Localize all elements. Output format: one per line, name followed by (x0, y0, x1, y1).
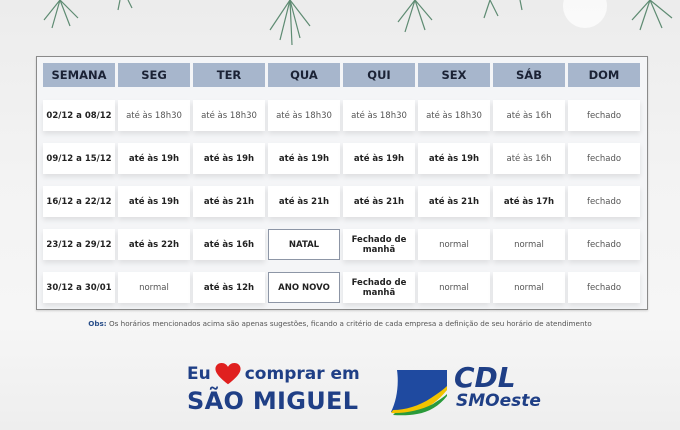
hours-cell: normal (418, 229, 490, 260)
hours-cell: fechado (568, 272, 640, 303)
hours-cell: até às 18h30 (343, 100, 415, 131)
schedule-table: SEMANA SEG TER QUA QUI SEX SÁB DOM 02/12… (43, 63, 640, 315)
header-sab: SÁB (493, 63, 565, 87)
week-cell: 16/12 a 22/12 (43, 186, 115, 217)
header-sex: SEX (418, 63, 490, 87)
hours-cell: até às 18h30 (418, 100, 490, 131)
pine-branches-decoration (43, 0, 673, 46)
holiday-cell-ano-novo: ANO NOVO (268, 272, 340, 303)
schedule-table-panel: SEMANA SEG TER QUA QUI SEX SÁB DOM 02/12… (36, 56, 648, 310)
hours-cell: até às 19h (343, 143, 415, 174)
hours-cell: até às 21h (418, 186, 490, 217)
hours-cell: até às 19h (193, 143, 265, 174)
observation-label: Obs: (88, 319, 107, 328)
hours-cell: normal (493, 229, 565, 260)
hours-cell: até às 19h (118, 186, 190, 217)
week-cell: 23/12 a 29/12 (43, 229, 115, 260)
slogan-comprar-em: comprar em (244, 364, 360, 384)
hours-cell: até às 18h30 (118, 100, 190, 131)
hours-cell: até às 17h (493, 186, 565, 217)
hours-cell: normal (418, 272, 490, 303)
cdl-flag-logo-icon (391, 370, 447, 416)
heart-icon (215, 363, 241, 385)
hours-cell: fechado (568, 100, 640, 131)
hours-cell: até às 16h (493, 143, 565, 174)
hours-cell: até às 19h (418, 143, 490, 174)
hours-cell: até às 16h (493, 100, 565, 131)
hours-cell: até às 12h (193, 272, 265, 303)
holiday-cell-natal: NATAL (268, 229, 340, 260)
header-qui: QUI (343, 63, 415, 87)
header-seg: SEG (118, 63, 190, 87)
slogan-eu: Eu (187, 364, 211, 384)
hours-cell: até às 18h30 (193, 100, 265, 131)
hours-cell: normal (493, 272, 565, 303)
cdl-title: CDL (454, 361, 516, 394)
hours-cell: até às 21h (268, 186, 340, 217)
hours-cell: Fechado de manhã (343, 272, 415, 303)
week-cell: 09/12 a 15/12 (43, 143, 115, 174)
header-qua: QUA (268, 63, 340, 87)
cdl-subtitle: SMOeste (456, 391, 541, 411)
week-cell: 02/12 a 08/12 (43, 100, 115, 131)
observation-note: Obs: Os horários mencionados acima são a… (0, 319, 680, 328)
hours-cell: fechado (568, 186, 640, 217)
hours-cell: até às 16h (193, 229, 265, 260)
observation-text: Os horários mencionados acima são apenas… (106, 319, 592, 328)
header-dom: DOM (568, 63, 640, 87)
hours-cell: até às 21h (193, 186, 265, 217)
hours-cell: até às 19h (118, 143, 190, 174)
cdl-logo-text: CDL SMOeste (454, 361, 541, 411)
hours-cell: fechado (568, 229, 640, 260)
hours-cell: Fechado de manhã (343, 229, 415, 260)
slogan: Eu comprar em SÃO MIGUEL (187, 363, 360, 415)
header-semana: SEMANA (43, 63, 115, 87)
slogan-city: SÃO MIGUEL (187, 387, 359, 415)
week-cell: 30/12 a 30/01 (43, 272, 115, 303)
hours-cell: até às 19h (268, 143, 340, 174)
hours-cell: normal (118, 272, 190, 303)
hours-cell: até às 22h (118, 229, 190, 260)
hours-cell: fechado (568, 143, 640, 174)
hours-cell: até às 21h (343, 186, 415, 217)
header-ter: TER (193, 63, 265, 87)
hours-cell: até às 18h30 (268, 100, 340, 131)
